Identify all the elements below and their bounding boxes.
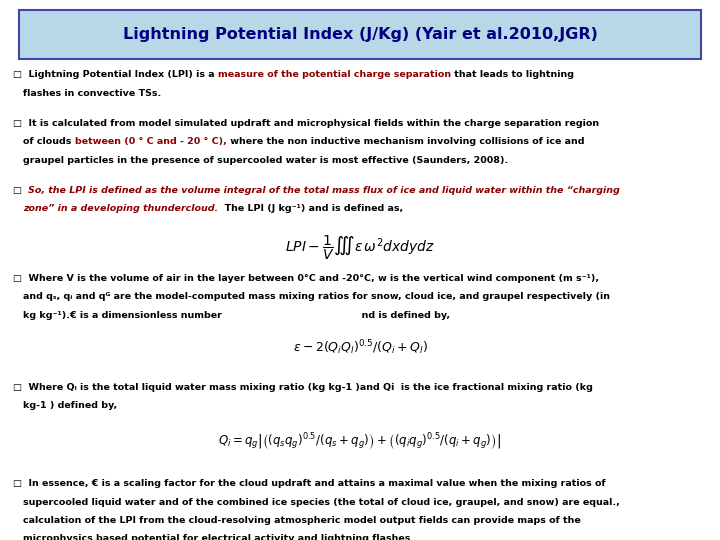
Text: □: □ (13, 186, 29, 195)
Text: □  Lightning Potential Index (LPI) is a: □ Lightning Potential Index (LPI) is a (13, 70, 218, 79)
Text: kg kg⁻¹).€ is a dimensionless number                                           n: kg kg⁻¹).€ is a dimensionless number n (23, 310, 450, 320)
Text: □  In essence, € is a scaling factor for the cloud updraft and attains a maximal: □ In essence, € is a scaling factor for … (13, 480, 606, 488)
Text: of clouds: of clouds (23, 137, 75, 146)
Text: supercooled liquid water and of the combined ice species (the total of cloud ice: supercooled liquid water and of the comb… (23, 498, 620, 507)
Text: microphysics based potential for electrical activity and lightning flashes.: microphysics based potential for electri… (23, 535, 414, 540)
Text: The LPI (J kg⁻¹) and is defined as,: The LPI (J kg⁻¹) and is defined as, (218, 204, 403, 213)
Text: and qₛ, qᵢ and qᴳ are the model-computed mass mixing ratios for snow, cloud ice,: and qₛ, qᵢ and qᴳ are the model-computed… (23, 292, 610, 301)
Text: kg-1 ) defined by,: kg-1 ) defined by, (23, 401, 117, 410)
Text: that leads to lightning: that leads to lightning (451, 70, 574, 79)
Text: So, the LPI is defined as the volume integral of the total mass flux of ice and : So, the LPI is defined as the volume int… (29, 186, 620, 195)
Text: measure of the potential charge separation: measure of the potential charge separati… (218, 70, 451, 79)
Text: $Q_i = q_g\left|\left((q_s q_g)^{0.5}/(q_s+q_g)\right)+\left((q_i q_g)^{0.5}/(q_: $Q_i = q_g\left|\left((q_s q_g)^{0.5}/(q… (218, 431, 502, 451)
Text: graupel particles in the presence of supercooled water is most effective (Saunde: graupel particles in the presence of sup… (23, 156, 508, 165)
Text: calculation of the LPI from the cloud-resolving atmospheric model output fields : calculation of the LPI from the cloud-re… (23, 516, 581, 525)
Text: $\epsilon-2(Q_iQ_l)^{0.5}/(Q_i+Q_l)$: $\epsilon-2(Q_iQ_l)^{0.5}/(Q_i+Q_l)$ (292, 338, 428, 357)
Text: □  It is calculated from model simulated updraft and microphysical fields within: □ It is calculated from model simulated … (13, 119, 599, 128)
Text: flashes in convective TSs.: flashes in convective TSs. (23, 89, 161, 98)
FancyBboxPatch shape (19, 10, 701, 59)
Text: where the non inductive mechanism involving collisions of ice and: where the non inductive mechanism involv… (227, 137, 584, 146)
Text: □  Where V is the volume of air in the layer between 0°C and -20°C, w is the ver: □ Where V is the volume of air in the la… (13, 274, 599, 283)
Text: Lightning Potential Index (J/Kg) (Yair et al.2010,JGR): Lightning Potential Index (J/Kg) (Yair e… (122, 26, 598, 42)
Text: zone” in a developing thundercloud.: zone” in a developing thundercloud. (23, 204, 218, 213)
Text: $LPI - \dfrac{1}{V} \iiint\epsilon\, \omega^2 dxdydz$: $LPI - \dfrac{1}{V} \iiint\epsilon\, \om… (285, 233, 435, 262)
Text: □  Where Qₗ is the total liquid water mass mixing ratio (kg kg-1 )and Qi  is the: □ Where Qₗ is the total liquid water mas… (13, 383, 593, 392)
Text: between (0 ° C and - 20 ° C),: between (0 ° C and - 20 ° C), (75, 137, 227, 146)
